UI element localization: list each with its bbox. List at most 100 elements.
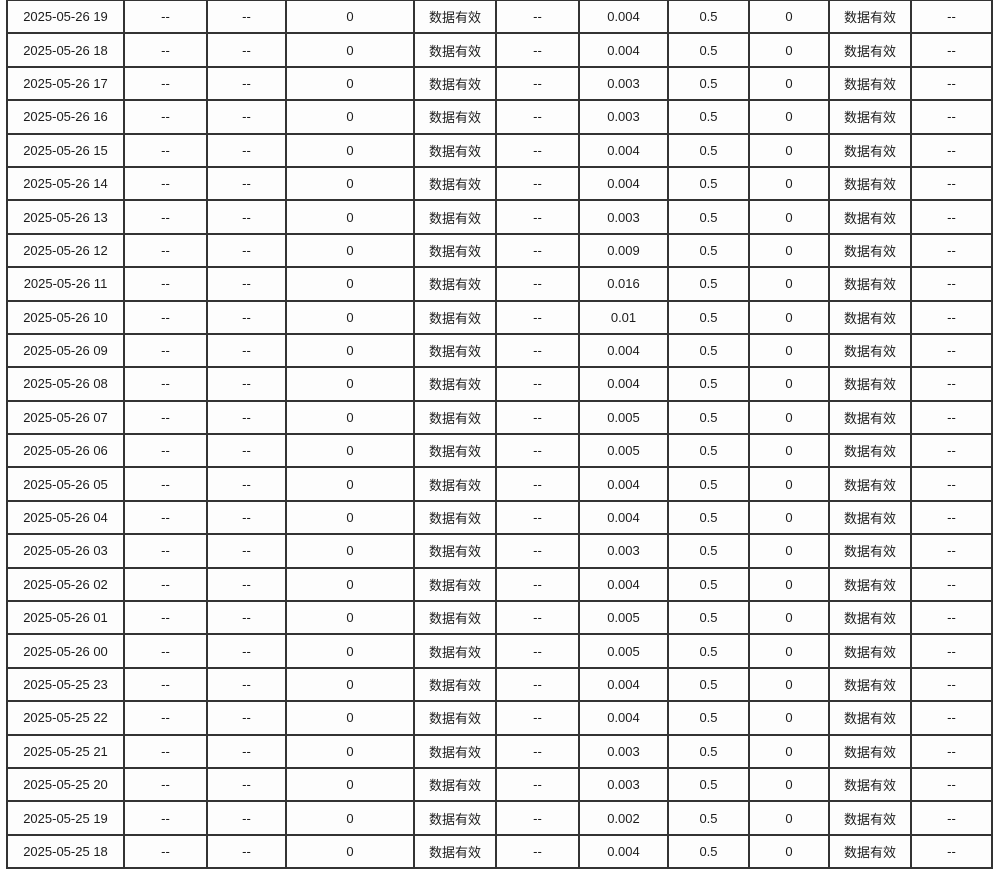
table-row: 2025-05-26 16 -- -- 0 数据有效 -- 0.003 0.5 0 数据有效 --: [6, 99, 993, 135]
cell-col9: 0: [748, 65, 830, 102]
cell-timestamp: 2025-05-26 08: [6, 366, 125, 402]
cell-col6: --: [495, 700, 580, 736]
cell-col6: --: [495, 566, 580, 603]
cell-col9: 0: [748, 232, 830, 269]
cell-col8: 0.5: [667, 299, 750, 335]
cell-timestamp: 2025-05-26 06: [6, 433, 125, 469]
cell-col3: --: [206, 199, 287, 235]
cell-col9: 0: [748, 199, 830, 235]
cell-status-col5: 数据有效: [413, 99, 497, 135]
cell-col8: 0.5: [667, 833, 750, 870]
cell-timestamp: 2025-05-26 07: [6, 399, 125, 436]
cell-status-col5: 数据有效: [413, 800, 497, 836]
cell-timestamp: 2025-05-26 00: [6, 633, 125, 669]
cell-status-col10: 数据有效: [828, 165, 912, 202]
cell-status-col10: 数据有效: [828, 299, 912, 335]
cell-col2: --: [123, 32, 208, 68]
cell-col11: --: [910, 399, 993, 436]
cell-col9: 0: [748, 533, 830, 569]
table-row: 2025-05-26 04 -- -- 0 数据有效 -- 0.004 0.5 0 数据有效 --: [6, 499, 993, 536]
table-row: 2025-05-26 01 -- -- 0 数据有效 -- 0.005 0.5 0 数据有效 --: [6, 600, 993, 636]
table-row: 2025-05-25 19 -- -- 0 数据有效 -- 0.002 0.5 0 数据有效 --: [6, 800, 993, 836]
cell-col8: 0.5: [667, 733, 750, 769]
cell-col8: 0.5: [667, 633, 750, 669]
cell-col7: 0.004: [578, 833, 669, 870]
cell-col3: --: [206, 232, 287, 269]
cell-col8: 0.5: [667, 232, 750, 269]
cell-col6: --: [495, 633, 580, 669]
table-row: 2025-05-25 22 -- -- 0 数据有效 -- 0.004 0.5 0 数据有效 --: [6, 700, 993, 736]
cell-col6: --: [495, 466, 580, 502]
cell-col2: --: [123, 0, 208, 35]
cell-status-col10: 数据有效: [828, 633, 912, 669]
cell-col3: --: [206, 700, 287, 736]
table-row: 2025-05-26 05 -- -- 0 数据有效 -- 0.004 0.5 0 数据有效 --: [6, 466, 993, 502]
cell-col9: 0: [748, 399, 830, 436]
cell-status-col10: 数据有效: [828, 65, 912, 102]
table-row: 2025-05-26 02 -- -- 0 数据有效 -- 0.004 0.5 0 数据有效 --: [6, 566, 993, 603]
cell-col6: --: [495, 165, 580, 202]
cell-timestamp: 2025-05-26 04: [6, 499, 125, 536]
cell-col9: 0: [748, 466, 830, 502]
cell-col2: --: [123, 499, 208, 536]
cell-col9: 0: [748, 99, 830, 135]
cell-col7: 0.004: [578, 666, 669, 703]
cell-col6: --: [495, 266, 580, 302]
cell-col8: 0.5: [667, 466, 750, 502]
cell-col4: 0: [285, 399, 415, 436]
cell-col11: --: [910, 766, 993, 803]
cell-status-col5: 数据有效: [413, 700, 497, 736]
cell-col4: 0: [285, 299, 415, 335]
cell-col2: --: [123, 766, 208, 803]
cell-col3: --: [206, 32, 287, 68]
cell-status-col10: 数据有效: [828, 232, 912, 269]
cell-timestamp: 2025-05-26 02: [6, 566, 125, 603]
cell-col7: 0.004: [578, 366, 669, 402]
cell-col2: --: [123, 399, 208, 436]
cell-col8: 0.5: [667, 32, 750, 68]
cell-status-col10: 数据有效: [828, 833, 912, 870]
cell-col7: 0.004: [578, 566, 669, 603]
cell-status-col5: 数据有效: [413, 833, 497, 870]
cell-status-col10: 数据有效: [828, 499, 912, 536]
cell-col2: --: [123, 165, 208, 202]
cell-timestamp: 2025-05-25 21: [6, 733, 125, 769]
cell-col2: --: [123, 666, 208, 703]
cell-col4: 0: [285, 266, 415, 302]
cell-col6: --: [495, 800, 580, 836]
table-row: 2025-05-26 06 -- -- 0 数据有效 -- 0.005 0.5 0 数据有效 --: [6, 433, 993, 469]
cell-col8: 0.5: [667, 199, 750, 235]
cell-col2: --: [123, 433, 208, 469]
cell-col2: --: [123, 533, 208, 569]
cell-col4: 0: [285, 232, 415, 269]
cell-status-col5: 数据有效: [413, 32, 497, 68]
cell-status-col10: 数据有效: [828, 700, 912, 736]
cell-col7: 0.004: [578, 499, 669, 536]
cell-col9: 0: [748, 766, 830, 803]
cell-status-col5: 数据有效: [413, 733, 497, 769]
cell-timestamp: 2025-05-26 05: [6, 466, 125, 502]
cell-col9: 0: [748, 299, 830, 335]
cell-col9: 0: [748, 733, 830, 769]
cell-col4: 0: [285, 600, 415, 636]
cell-status-col5: 数据有效: [413, 332, 497, 369]
cell-col11: --: [910, 0, 993, 35]
cell-col8: 0.5: [667, 766, 750, 803]
cell-col7: 0.009: [578, 232, 669, 269]
cell-col9: 0: [748, 0, 830, 35]
cell-col6: --: [495, 399, 580, 436]
cell-col11: --: [910, 433, 993, 469]
cell-status-col10: 数据有效: [828, 132, 912, 168]
hourly-data-table: 2025-05-26 19 -- -- 0 数据有效 -- 0.004 0.5 0 数据有效 -- 2…: [6, 0, 993, 870]
cell-col4: 0: [285, 0, 415, 35]
cell-status-col10: 数据有效: [828, 433, 912, 469]
cell-col6: --: [495, 533, 580, 569]
cell-col3: --: [206, 566, 287, 603]
cell-col11: --: [910, 32, 993, 68]
cell-col2: --: [123, 700, 208, 736]
cell-col11: --: [910, 65, 993, 102]
cell-col3: --: [206, 399, 287, 436]
cell-col2: --: [123, 199, 208, 235]
table-row: 2025-05-26 08 -- -- 0 数据有效 -- 0.004 0.5 0 数据有效 --: [6, 366, 993, 402]
cell-timestamp: 2025-05-25 22: [6, 700, 125, 736]
